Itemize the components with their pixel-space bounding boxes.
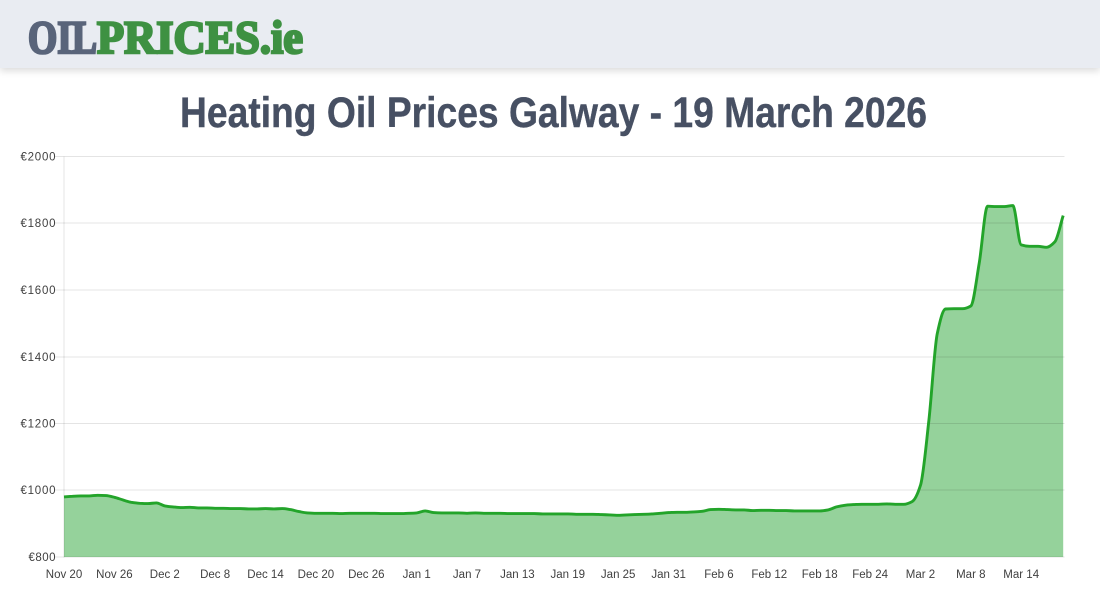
svg-text:Jan 19: Jan 19 (551, 569, 586, 581)
svg-text:Heating Oil Prices Galway - 19: Heating Oil Prices Galway - 19 March 202… (180, 90, 927, 137)
svg-text:Feb 12: Feb 12 (751, 569, 787, 581)
svg-text:€1800: €1800 (21, 218, 56, 230)
svg-text:Dec 8: Dec 8 (200, 569, 230, 581)
svg-text:Nov 26: Nov 26 (96, 569, 132, 581)
svg-text:Jan 25: Jan 25 (601, 569, 636, 581)
svg-text:Jan 31: Jan 31 (651, 569, 686, 581)
svg-text:Mar 2: Mar 2 (906, 569, 935, 581)
svg-text:€1200: €1200 (21, 419, 56, 431)
svg-text:Feb 6: Feb 6 (704, 569, 733, 581)
svg-text:Dec 14: Dec 14 (247, 569, 284, 581)
svg-text:Dec 2: Dec 2 (150, 569, 180, 581)
svg-text:€1600: €1600 (21, 285, 56, 297)
svg-text:OIL: OIL (28, 12, 97, 64)
svg-text:Feb 24: Feb 24 (852, 569, 888, 581)
svg-text:PRICES.ie: PRICES.ie (97, 12, 303, 64)
svg-text:€1000: €1000 (21, 485, 56, 497)
svg-text:Nov 20: Nov 20 (46, 569, 82, 581)
svg-text:€1400: €1400 (21, 352, 56, 364)
svg-text:Jan 13: Jan 13 (500, 569, 535, 581)
svg-text:Feb 18: Feb 18 (802, 569, 838, 581)
svg-text:€800: €800 (29, 552, 56, 564)
svg-text:Dec 26: Dec 26 (348, 569, 384, 581)
svg-text:Jan 1: Jan 1 (403, 569, 431, 581)
svg-text:Dec 20: Dec 20 (298, 569, 334, 581)
svg-text:€2000: €2000 (21, 152, 56, 164)
svg-text:Mar 8: Mar 8 (956, 569, 985, 581)
svg-text:Mar 14: Mar 14 (1003, 569, 1039, 581)
svg-text:Jan 7: Jan 7 (453, 569, 481, 581)
